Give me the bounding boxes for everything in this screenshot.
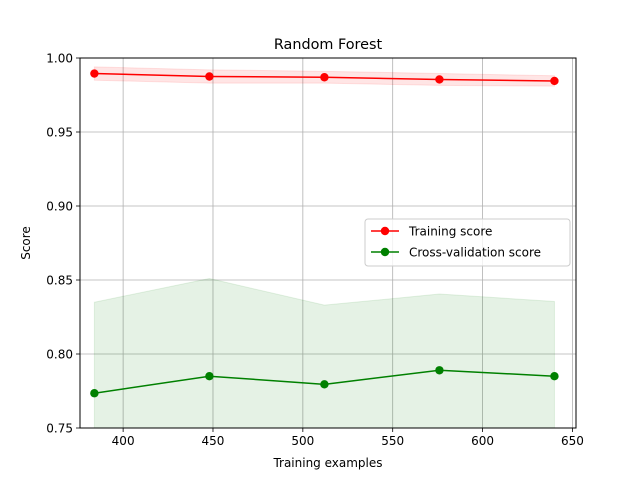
x-axis-title: Training examples	[272, 456, 382, 470]
training-score-point-1	[205, 72, 214, 81]
legend-box	[364, 218, 571, 267]
legend-entry-training: Training score	[371, 225, 492, 239]
legend: Training score Cross-validation score	[364, 218, 571, 267]
x-axis-ticks: 400 450 500 550 600 650	[112, 428, 584, 448]
y-tick-label-1: 0.80	[46, 347, 73, 361]
chart-title: Random Forest	[274, 37, 383, 53]
y-tick-label-0: 0.75	[46, 421, 73, 435]
training-score-point-3	[435, 75, 444, 84]
y-tick-label-2: 0.85	[46, 273, 73, 287]
cv-score-point-3	[435, 366, 444, 375]
grid-lines	[80, 57, 576, 429]
y-tick-label-3: 0.90	[46, 199, 73, 213]
legend-marker-training	[380, 226, 390, 236]
x-tick-label-3: 550	[381, 434, 404, 448]
x-tick-label-2: 500	[291, 434, 314, 448]
x-tick-label-0: 400	[112, 434, 135, 448]
cv-score-point-2	[320, 380, 329, 389]
legend-entry-cv: Cross-validation score	[371, 246, 541, 260]
x-tick-label-4: 600	[471, 434, 494, 448]
plot-frame	[79, 57, 577, 429]
series-markers	[90, 69, 559, 398]
y-tick-label-4: 0.95	[46, 125, 73, 139]
x-tick-label-5: 650	[561, 434, 584, 448]
y-axis-ticks: 0.75 0.80 0.85 0.90 0.95 1.00	[46, 51, 80, 435]
cv-score-point-1	[205, 372, 214, 381]
training-score-point-4	[550, 76, 559, 86]
training-score-point-0	[90, 69, 99, 78]
cv-score-point-4	[550, 372, 559, 381]
cv-score-point-0	[90, 389, 99, 398]
legend-label-cv: Cross-validation score	[409, 246, 541, 260]
x-tick-label-1: 450	[202, 434, 225, 448]
legend-marker-cv	[380, 247, 390, 257]
y-axis-title: Score	[19, 226, 33, 260]
legend-label-training: Training score	[408, 225, 492, 239]
y-tick-label-5: 1.00	[46, 51, 73, 65]
training-score-point-2	[320, 73, 329, 82]
